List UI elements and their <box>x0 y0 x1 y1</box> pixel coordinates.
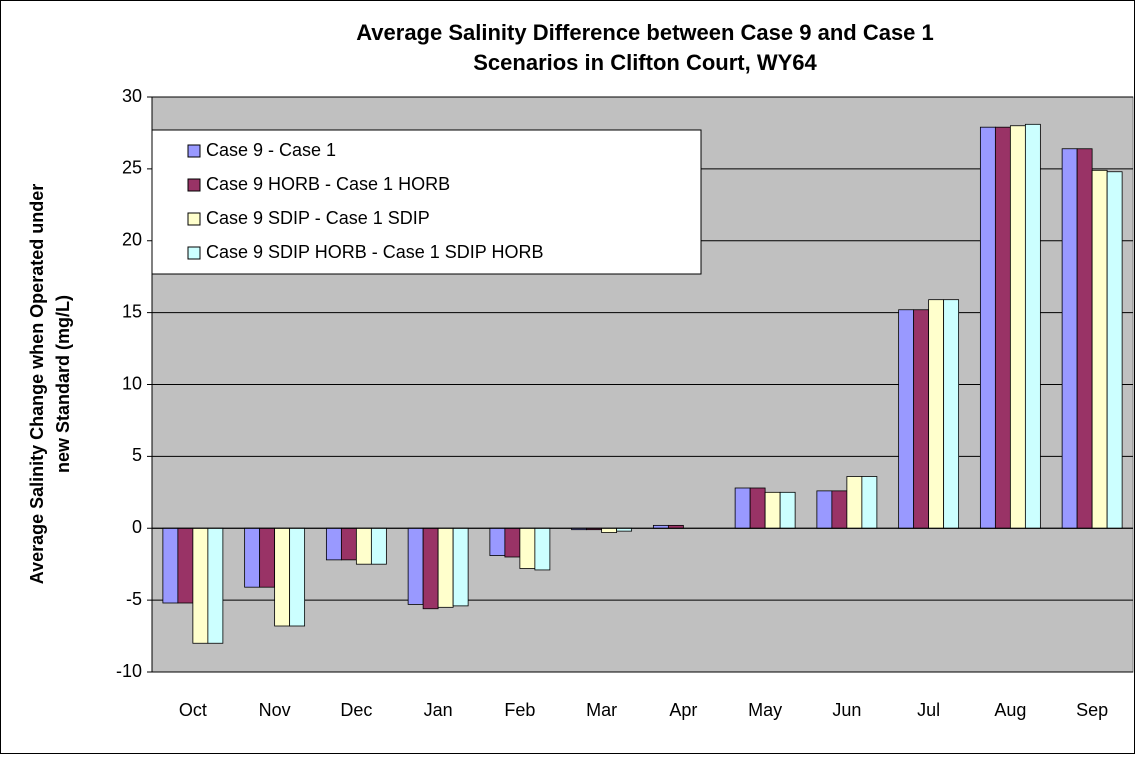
bar <box>1091 169 1108 529</box>
y-tick-label: 10 <box>122 373 142 393</box>
x-tick-label: Oct <box>179 700 207 720</box>
bar <box>994 126 1011 529</box>
bar <box>749 487 766 529</box>
legend-swatch <box>187 144 201 158</box>
chart-title: Average Salinity Difference between Case… <box>356 20 934 45</box>
legend-swatch <box>187 178 201 192</box>
bar <box>816 490 833 529</box>
bar <box>831 490 848 529</box>
bar <box>1009 125 1026 529</box>
legend-label: Case 9 SDIP HORB - Case 1 SDIP HORB <box>206 242 543 262</box>
bar <box>846 476 863 529</box>
bar <box>452 527 469 607</box>
y-tick-label: 30 <box>122 86 142 106</box>
bar <box>325 527 342 561</box>
bar <box>534 527 551 571</box>
y-axis-label-line: new Standard (mg/L) <box>53 295 73 473</box>
bar <box>1076 148 1093 529</box>
legend-box <box>151 129 702 275</box>
bar <box>422 527 439 610</box>
bar <box>207 527 224 644</box>
legend-swatch <box>187 212 201 226</box>
bar <box>898 309 915 529</box>
y-tick-label: 20 <box>122 230 142 250</box>
legend-swatch <box>187 246 201 260</box>
bar <box>289 527 306 627</box>
y-tick-label: 15 <box>122 301 142 321</box>
x-tick-label: Jul <box>917 700 940 720</box>
legend: Case 9 - Case 1 Case 9 HORB - Case 1 HORB… <box>151 129 702 275</box>
bar <box>519 527 536 569</box>
bar <box>244 527 261 588</box>
legend-label: Case 9 - Case 1 <box>206 140 336 160</box>
bar <box>504 527 521 558</box>
x-tick-label: Nov <box>259 700 291 720</box>
bar <box>489 527 506 556</box>
bar <box>340 527 357 561</box>
y-tick-label: 25 <box>122 158 142 178</box>
bar <box>979 126 996 529</box>
bar <box>601 527 618 533</box>
bar <box>437 527 454 608</box>
bar <box>764 491 781 529</box>
x-tick-label: Dec <box>340 700 372 720</box>
bar <box>274 527 291 627</box>
y-tick-label: -5 <box>126 589 142 609</box>
bar <box>177 527 194 604</box>
bar <box>370 527 387 565</box>
y-axis-label-line: Average Salinity Change when Operated un… <box>27 184 47 584</box>
x-tick-label: Apr <box>669 700 697 720</box>
bar <box>192 527 209 644</box>
bar <box>355 527 372 565</box>
legend-label: Case 9 SDIP - Case 1 SDIP <box>206 208 430 228</box>
x-tick-label: Jan <box>424 700 453 720</box>
y-tick-label: 0 <box>132 517 142 537</box>
x-tick-label: Feb <box>504 700 535 720</box>
bar <box>1024 123 1041 529</box>
bar <box>779 491 796 529</box>
bar <box>913 309 930 529</box>
x-tick-label: Mar <box>586 700 617 720</box>
x-tick-label: Jun <box>832 700 861 720</box>
chart-title: Scenarios in Clifton Court, WY64 <box>473 50 817 75</box>
legend-label: Case 9 HORB - Case 1 HORB <box>206 174 450 194</box>
bar <box>943 299 960 529</box>
bar <box>928 299 945 529</box>
bar <box>861 476 878 529</box>
bar <box>407 527 424 605</box>
y-axis-label: Average Salinity Change when Operated un… <box>27 184 73 584</box>
bar <box>162 527 179 604</box>
y-tick-label: 5 <box>132 445 142 465</box>
x-tick-label: May <box>748 700 782 720</box>
bar <box>259 527 276 588</box>
y-tick-label: -10 <box>116 661 142 681</box>
bar <box>1106 171 1123 529</box>
x-tick-label: Sep <box>1076 700 1108 720</box>
bar <box>734 487 751 529</box>
x-tick-label: Aug <box>994 700 1026 720</box>
bar <box>1061 148 1078 529</box>
